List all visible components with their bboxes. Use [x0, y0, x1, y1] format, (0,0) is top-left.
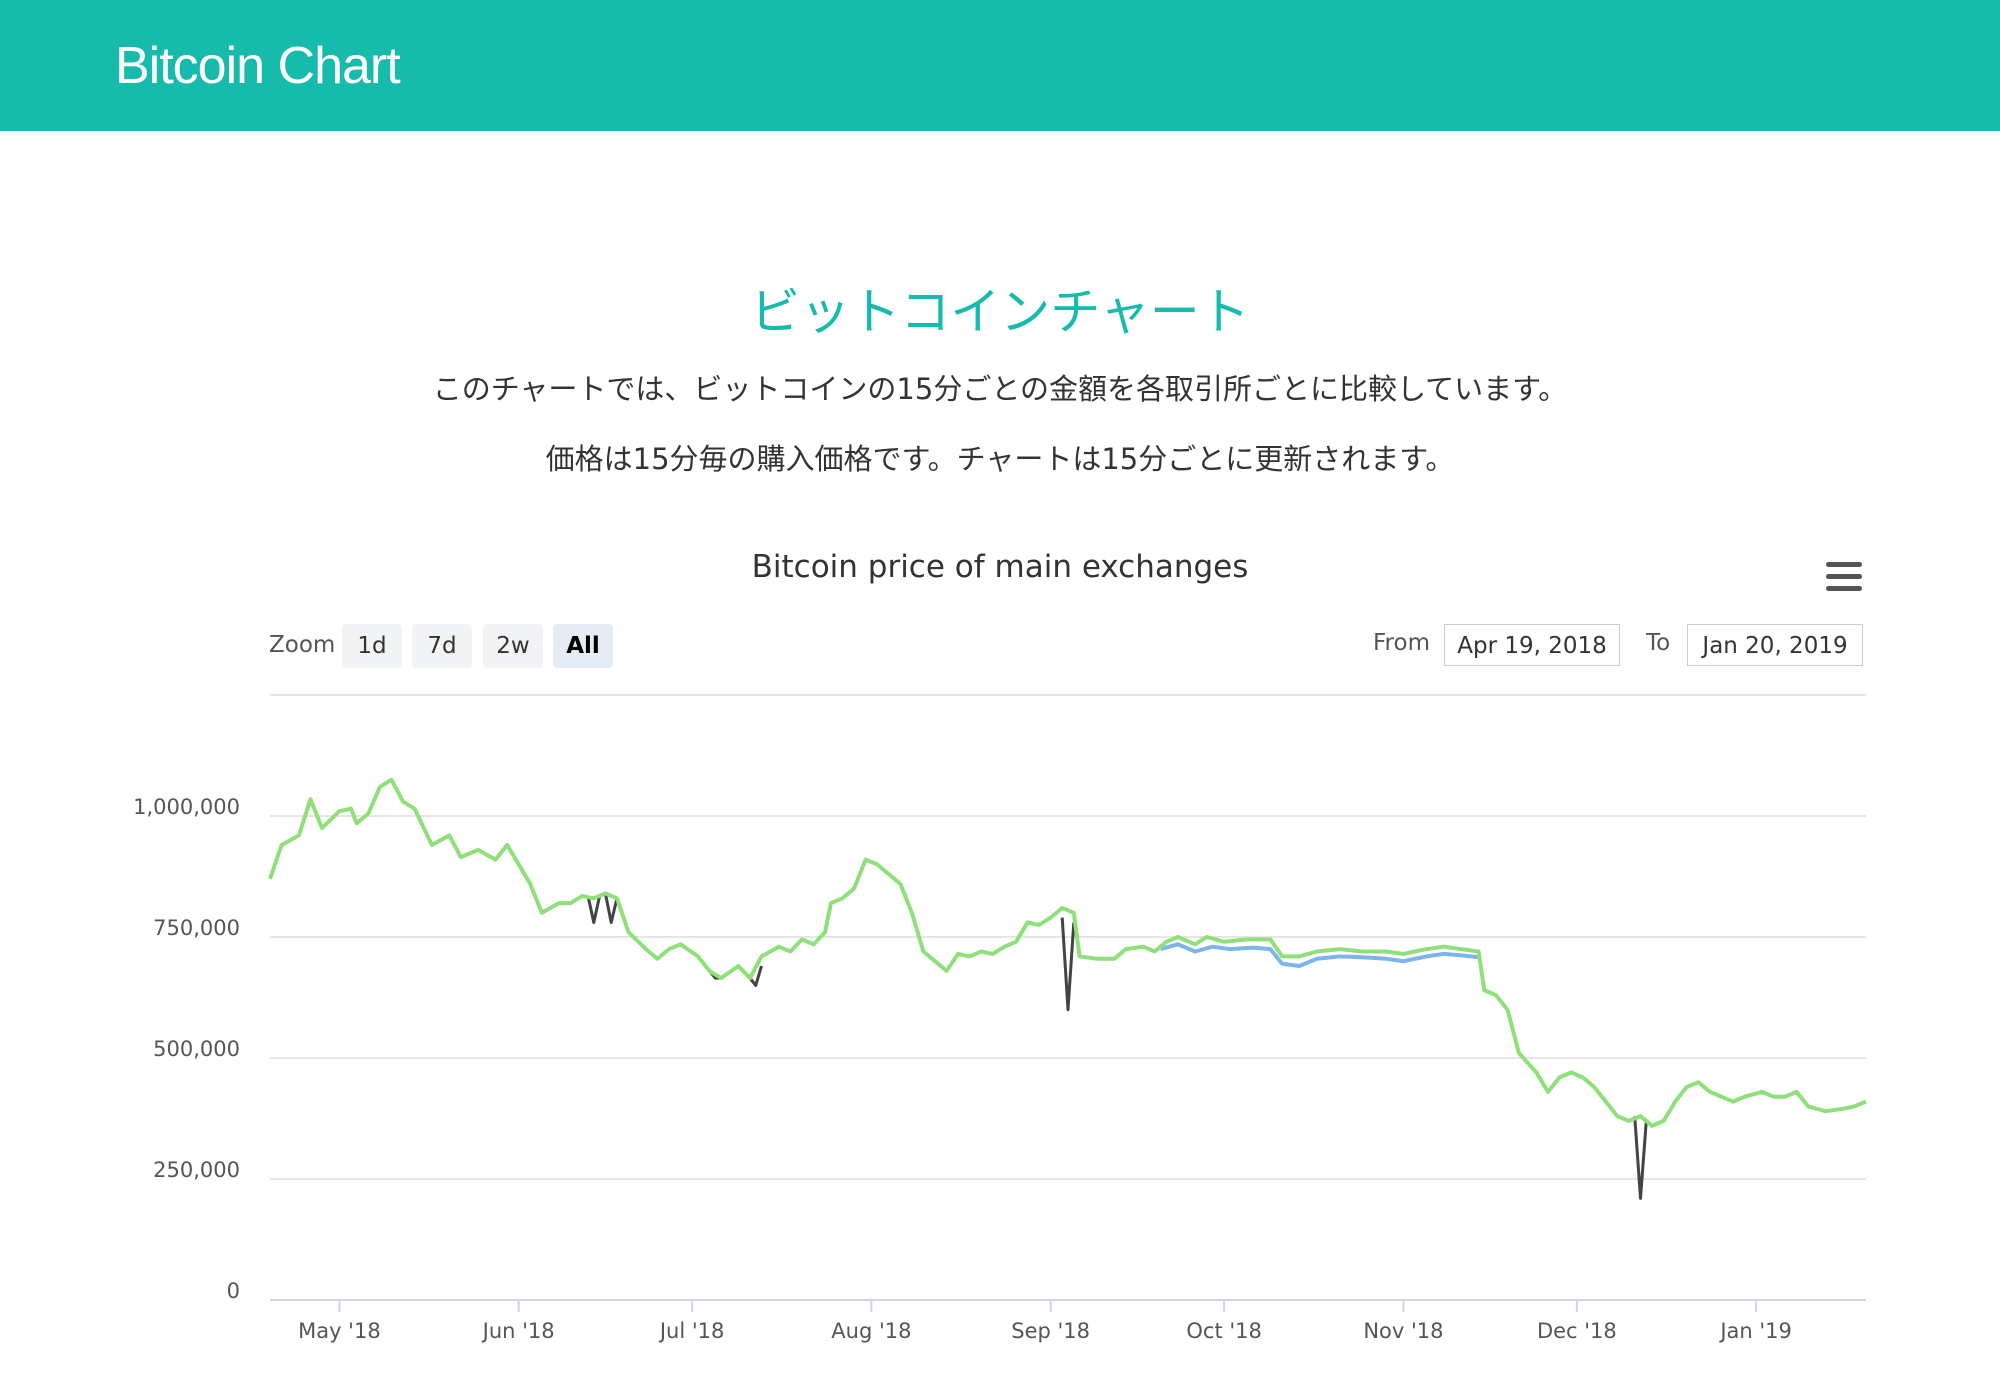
price-chart: 0 250,000 500,000 750,000 1,000,000 May '18 Ju… — [133, 694, 1867, 1343]
y-tick-label: 500,000 — [153, 1037, 240, 1061]
chart-title: Bitcoin price of main exchanges — [751, 549, 1249, 585]
zoom-all-button[interactable]: All — [553, 624, 613, 668]
brand-logo-link[interactable]: Bitcoin Chart — [115, 37, 401, 95]
series-line-dark — [748, 965, 763, 987]
zoom-7d-button[interactable]: 7d — [412, 624, 472, 668]
y-tick-label: 0 — [227, 1279, 240, 1303]
series-line-dark — [1060, 917, 1076, 1012]
x-tick-label: Nov '18 — [1363, 1319, 1443, 1343]
hamburger-menu-icon[interactable] — [1826, 562, 1862, 592]
page-heading: ビットコインチャート — [750, 283, 1250, 341]
y-tick-label: 250,000 — [153, 1158, 240, 1182]
zoom-1d-button[interactable]: 1d — [342, 624, 402, 668]
navbar: Bitcoin Chart — [0, 0, 2000, 131]
zoom-2w-button[interactable]: 2w — [483, 624, 543, 668]
x-tick-label: Jul '18 — [658, 1319, 725, 1343]
x-tick-label: Jan '19 — [1718, 1319, 1792, 1343]
x-tick-label: Dec '18 — [1537, 1319, 1617, 1343]
description-line-2: 価格は15分毎の購入価格です。チャートは15分ごとに更新されます。 — [545, 442, 1455, 476]
menu-bar — [1826, 562, 1862, 567]
zoom-label: Zoom — [269, 632, 336, 658]
x-tick-label: Sep '18 — [1011, 1319, 1090, 1343]
y-tick-label: 750,000 — [153, 916, 240, 940]
menu-bar — [1826, 574, 1862, 579]
x-tick-label: Aug '18 — [831, 1319, 911, 1343]
series-line-dark — [586, 895, 602, 924]
series-line-dark — [603, 893, 619, 924]
from-label: From — [1373, 630, 1430, 656]
from-date-input[interactable]: Apr 19, 2018 — [1444, 624, 1620, 666]
menu-bar — [1826, 586, 1862, 591]
to-label: To — [1646, 630, 1671, 656]
series-line-dark — [1633, 1115, 1648, 1200]
description-line-1: このチャートでは、ビットコインの15分ごとの金額を各取引所ごとに比較しています。 — [432, 372, 1568, 406]
y-tick-label: 1,000,000 — [133, 795, 240, 819]
x-tick-label: Oct '18 — [1186, 1319, 1261, 1343]
series-line-blue — [1159, 942, 1479, 968]
x-tick-label: May '18 — [298, 1319, 381, 1343]
series-line-green — [268, 777, 1867, 1128]
x-tick-label: Jun '18 — [481, 1319, 555, 1343]
to-date-input[interactable]: Jan 20, 2019 — [1687, 624, 1863, 666]
